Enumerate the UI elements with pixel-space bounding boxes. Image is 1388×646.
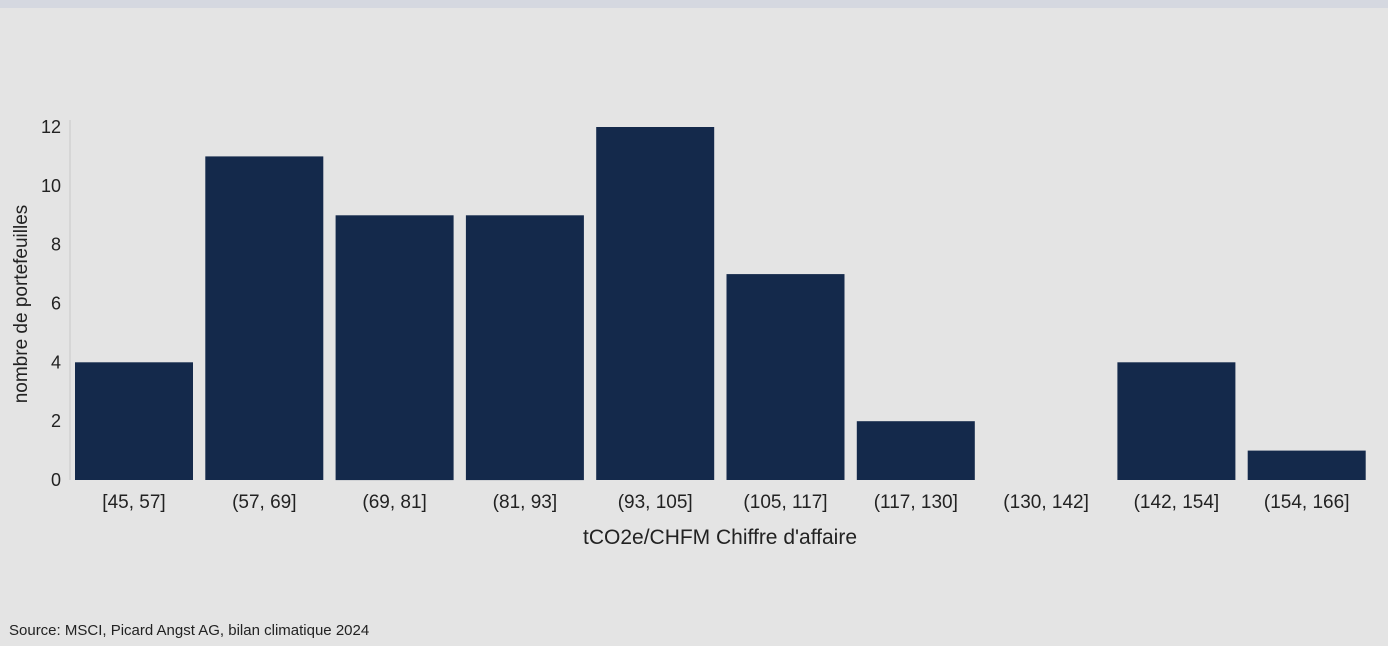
x-tick-label: (117, 130] [874, 492, 958, 513]
x-tick-label: [45, 57] [102, 492, 165, 513]
bar-8 [1117, 362, 1236, 480]
x-tick-label: (154, 166] [1264, 492, 1350, 513]
x-tick-label: (57, 69] [232, 492, 296, 513]
bar-4 [596, 127, 715, 480]
bar-3 [465, 215, 584, 481]
y-tick-label: 6 [51, 294, 61, 314]
y-axis-label: nombre de portefeuilles [11, 205, 32, 404]
top-band [0, 0, 1388, 8]
x-tick-label: (93, 105] [618, 492, 693, 513]
bar-6 [856, 421, 975, 480]
x-tick-label: (105, 117] [743, 492, 827, 513]
bar-1 [205, 156, 324, 480]
x-axis-label: tCO2e/CHFM Chiffre d'affaire [583, 526, 857, 549]
bar-2 [335, 215, 454, 481]
bar-0 [75, 362, 193, 480]
x-tick-label: (142, 154] [1134, 492, 1220, 513]
bar-5 [726, 274, 845, 480]
y-tick-label: 12 [41, 117, 61, 137]
x-tick-label: (69, 81] [362, 492, 426, 513]
bars-group [75, 127, 1366, 481]
y-tick-label: 8 [51, 235, 61, 255]
y-tick-label: 4 [51, 352, 61, 372]
x-tick-label: (81, 93] [493, 492, 557, 513]
histogram-chart: 0 2 4 6 8 10 12 [45, 57] (57, 69] (69, 81] (81, 9… [11, 117, 1366, 549]
y-tick-label: 10 [41, 176, 61, 196]
y-ticks-group: 0 2 4 6 8 10 12 [41, 117, 61, 490]
y-tick-label: 0 [51, 470, 61, 490]
y-tick-label: 2 [51, 411, 61, 431]
bar-9 [1247, 450, 1366, 480]
source-note: Source: MSCI, Picard Angst AG, bilan cli… [9, 622, 370, 639]
x-ticks-group: [45, 57] (57, 69] (69, 81] (81, 93] (93, 105… [102, 492, 1349, 513]
x-tick-label: (130, 142] [1003, 492, 1089, 513]
